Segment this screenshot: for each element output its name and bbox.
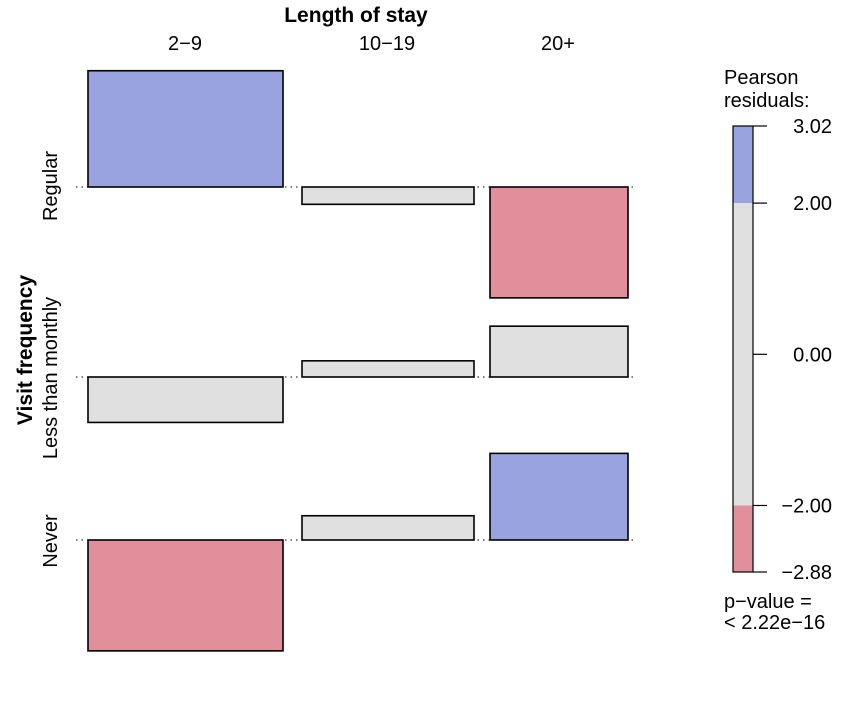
legend-title-line-1: Pearson <box>724 67 799 89</box>
legend-tick-label: 2.00 <box>793 193 832 215</box>
legend-bar-border <box>732 125 754 573</box>
legend: Pearson residuals: 3.02 2.00 0.00 −2.00 −2.8… <box>724 67 832 634</box>
residual-tile <box>87 539 284 652</box>
legend-segment <box>733 126 753 204</box>
column-variable-title: Length of stay <box>284 4 428 27</box>
residual-tile <box>489 325 629 378</box>
legend-tick-label: −2.88 <box>781 562 832 584</box>
column-tick-labels: 2−9 10−19 20+ <box>168 33 575 55</box>
residual-tile <box>489 452 629 541</box>
column-tick-label: 10−19 <box>359 33 415 55</box>
legend-tick-labels: 3.02 2.00 0.00 −2.00 −2.88 <box>753 116 832 584</box>
residual-tile <box>301 360 475 378</box>
legend-color-bar <box>732 125 754 573</box>
residual-tile <box>301 186 475 206</box>
residual-tile <box>489 186 629 299</box>
column-tick-label: 2−9 <box>168 33 202 55</box>
row-tick-label: Less than monthly <box>40 297 62 459</box>
pvalue-line-1: p−value = <box>724 591 812 613</box>
row-tick-label: Regular <box>40 151 62 221</box>
legend-tick-label: 3.02 <box>793 116 832 138</box>
row-variable-title: Visit frequency <box>14 275 37 425</box>
pvalue-line-2: < 2.22e−16 <box>724 612 825 634</box>
legend-tick-label: −2.00 <box>781 495 832 517</box>
residual-tile <box>301 514 475 541</box>
legend-segment <box>733 505 753 572</box>
row-tick-labels: Regular Less than monthly Never <box>40 151 62 568</box>
row-tick-label: Never <box>40 514 62 568</box>
column-tick-label: 20+ <box>541 33 575 55</box>
legend-title-line-2: residuals: <box>724 90 810 112</box>
legend-tick-label: 0.00 <box>793 344 832 366</box>
residual-tiles <box>87 69 629 652</box>
legend-segment <box>733 203 753 506</box>
residual-tile <box>87 69 284 188</box>
residual-tile <box>87 376 284 424</box>
